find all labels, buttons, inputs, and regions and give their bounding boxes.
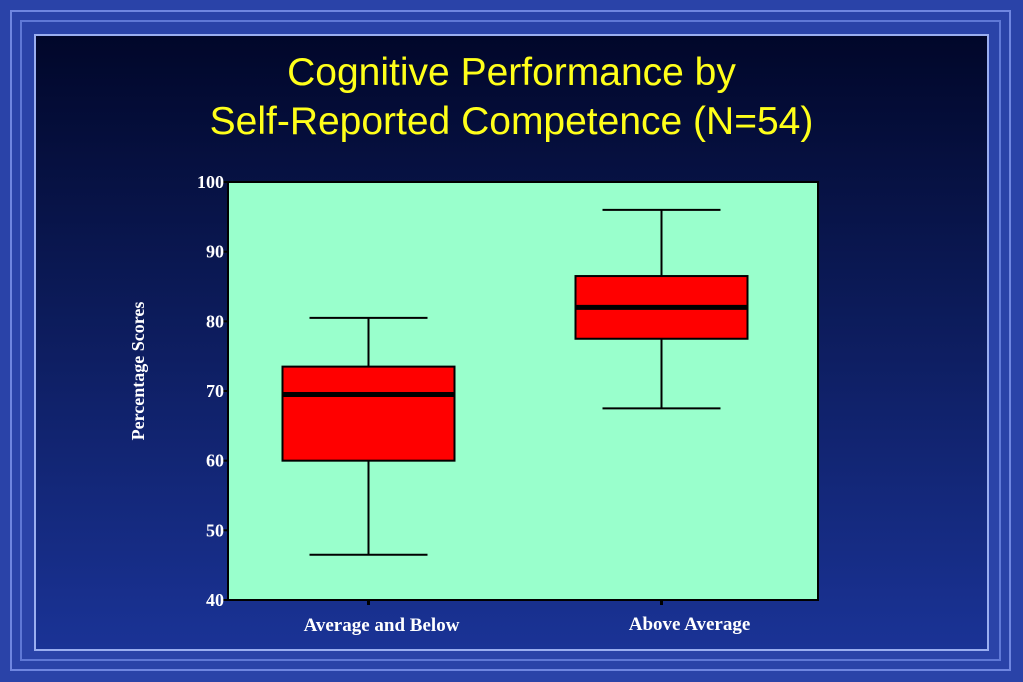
y-tick-label: 50 xyxy=(206,520,224,540)
title-line-2: Self-Reported Competence (N=54) xyxy=(209,100,814,143)
y-tick-label: 100 xyxy=(197,172,224,192)
x-category-label: Above Average xyxy=(629,614,751,635)
y-tick-label: 70 xyxy=(206,381,224,401)
y-tick-label: 90 xyxy=(206,242,224,262)
y-tick-label: 60 xyxy=(206,451,224,471)
slide-title: Cognitive Performance by Self-Reported C… xyxy=(0,48,1023,146)
title-line-1: Cognitive Performance by xyxy=(287,51,736,94)
box-iqr xyxy=(281,365,456,462)
x-category-label: Average and Below xyxy=(304,615,460,636)
y-tick-label: 80 xyxy=(206,311,224,331)
slide-outer-border xyxy=(10,10,1011,671)
y-axis-label: Percentage Scores xyxy=(128,302,148,441)
y-tick-label: 40 xyxy=(206,590,224,610)
slide-middle-border xyxy=(20,20,1001,661)
